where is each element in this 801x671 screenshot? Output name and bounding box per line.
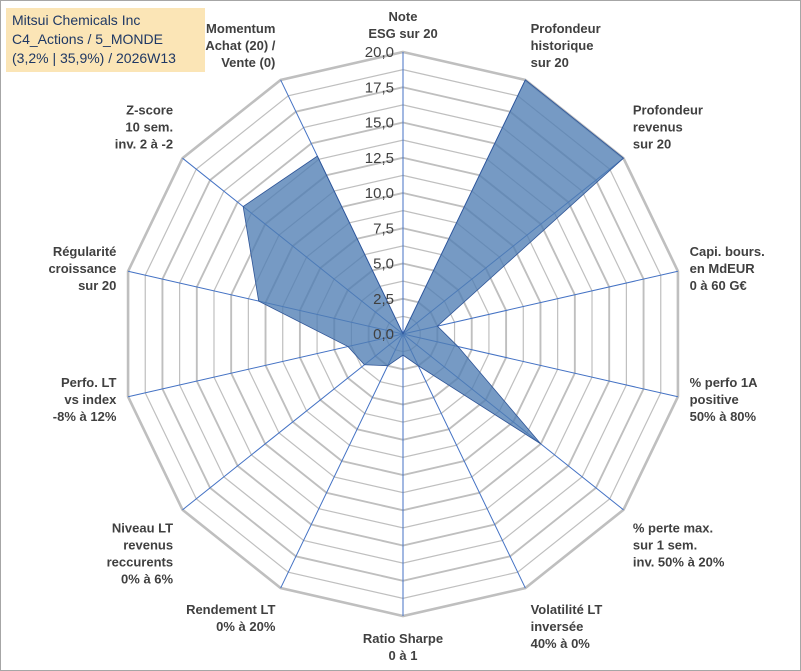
- axis-label-line: Z-score: [126, 103, 173, 118]
- axis-label-line: sur 20: [633, 137, 671, 152]
- axis-label-line: sur 20: [531, 55, 569, 70]
- axis-label: % perfo 1A positive 50% à 80%: [690, 375, 759, 424]
- axis-label-line: 0% à 6%: [121, 571, 173, 586]
- axis-label-line: inversée: [531, 619, 584, 634]
- title-category: C4_Actions / 5_MONDE: [12, 31, 163, 47]
- radial-tick-label: 0,0: [373, 326, 394, 343]
- axis-label: Volatilité LT inversée 40% à 0%: [531, 602, 603, 651]
- axis-label: Momentum Achat (20) / Vente (0): [205, 21, 275, 70]
- axis-spoke: [280, 333, 404, 589]
- axis-label: Profondeur historique sur 20: [531, 21, 601, 70]
- axis-label: % perte max. sur 1 sem. inv. 50% à 20%: [633, 520, 725, 569]
- axis-label: Régularité croissance sur 20: [48, 244, 116, 293]
- axis-label: Niveau LT revenus reccurents 0% à 6%: [107, 520, 174, 586]
- title-stats: (3,2% | 35,9%) / 2026W13: [12, 50, 176, 66]
- radial-tick-label: 20,0: [365, 44, 394, 61]
- axis-label-line: Niveau LT: [112, 520, 173, 535]
- axis-label-line: % perte max.: [633, 520, 713, 535]
- axis-label-line: Vente (0): [221, 55, 275, 70]
- radial-tick-label: 5,0: [373, 256, 394, 273]
- axis-label-line: Profondeur: [531, 21, 601, 36]
- axis-spoke: [402, 270, 679, 335]
- radial-tick-label: 2,5: [373, 291, 394, 308]
- axis-label-line: Achat (20) /: [205, 38, 275, 53]
- axis-label: Perfo. LT vs index -8% à 12%: [53, 375, 117, 424]
- axis-label-line: positive: [690, 392, 739, 407]
- axis-label-line: 0% à 20%: [216, 619, 276, 634]
- axis-label-line: Ratio Sharpe: [363, 631, 443, 646]
- axis-label-line: revenus: [123, 537, 173, 552]
- axis-label-line: 40% à 0%: [531, 636, 591, 651]
- axis-label: Note ESG sur 20: [368, 9, 437, 41]
- radial-tick-label: 17,5: [365, 79, 394, 96]
- axis-label-line: 50% à 80%: [690, 409, 757, 424]
- data-series-area: [242, 79, 625, 445]
- axis-label-line: Momentum: [206, 21, 275, 36]
- radial-tick-label: 12,5: [365, 150, 394, 167]
- axis-label-line: croissance: [48, 261, 116, 276]
- axis-label-line: sur 1 sem.: [633, 537, 697, 552]
- radial-tick-label: 7,5: [373, 220, 394, 237]
- axis-label-line: Profondeur: [633, 103, 703, 118]
- axis-label-line: reccurents: [107, 554, 173, 569]
- axis-label-line: vs index: [64, 392, 117, 407]
- axis-label-line: historique: [531, 38, 594, 53]
- title-company: Mitsui Chemicals Inc: [12, 12, 141, 28]
- radial-tick-label: 15,0: [365, 115, 394, 132]
- axis-label-line: revenus: [633, 120, 683, 135]
- radial-tick-label: 10,0: [365, 185, 394, 202]
- axis-label: Profondeur revenus sur 20: [633, 103, 703, 152]
- chart-title-box: Mitsui Chemicals Inc C4_Actions / 5_MOND…: [6, 8, 205, 72]
- axis-label-line: Perfo. LT: [61, 375, 116, 390]
- axis-spoke: [402, 333, 526, 589]
- axis-label-line: ESG sur 20: [368, 26, 437, 41]
- axis-label-line: % perfo 1A: [690, 375, 759, 390]
- axis-label: Z-score 10 sem. inv. 2 à -2: [115, 103, 173, 152]
- axis-label-line: Rendement LT: [186, 602, 275, 617]
- axis-label-line: 10 sem.: [125, 120, 173, 135]
- axis-label-line: inv. 50% à 20%: [633, 554, 725, 569]
- axis-label-line: Volatilité LT: [531, 602, 603, 617]
- axis-label-line: inv. 2 à -2: [115, 137, 173, 152]
- axis-label-line: 0 à 60 G€: [690, 278, 747, 293]
- axis-label-line: en MdEUR: [690, 261, 756, 276]
- axis-label: Rendement LT 0% à 20%: [186, 602, 276, 634]
- axis-label: Capi. bours. en MdEUR 0 à 60 G€: [690, 244, 765, 293]
- axis-label-line: 0 à 1: [389, 648, 418, 663]
- axis-label-line: -8% à 12%: [53, 409, 117, 424]
- axis-label-line: Régularité: [53, 244, 117, 259]
- axis-label: Ratio Sharpe 0 à 1: [363, 631, 443, 663]
- axis-label-line: Capi. bours.: [690, 244, 765, 259]
- axis-label-line: Note: [389, 9, 418, 24]
- axis-label-line: sur 20: [78, 278, 116, 293]
